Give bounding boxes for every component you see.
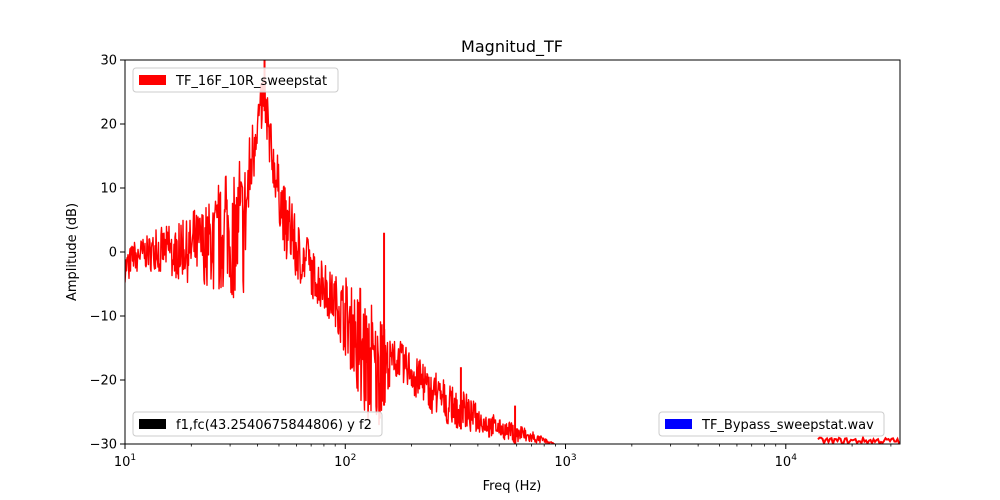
- legend-group: TF_16F_10R_sweepstat f1,fc(43.25406758448…: [132, 67, 885, 437]
- y-axis-label: Amplitude (dB): [65, 203, 80, 301]
- legend-label: TF_16F_10R_sweepstat: [175, 74, 327, 89]
- legend-swatch: [139, 75, 166, 85]
- x-tick-label: 103: [554, 453, 576, 470]
- y-tick-label: −30: [90, 438, 117, 453]
- legend-box: [658, 411, 885, 437]
- x-axis-label: Freq (Hz): [483, 479, 542, 494]
- y-axis: 30 20 10 0 −10 −20 −30: [90, 54, 125, 453]
- y-tick-label: 0: [109, 246, 117, 261]
- legend-lower-right: TF_Bypass_sweepstat.wav: [658, 411, 885, 437]
- series-high-freq-band: [817, 434, 900, 444]
- y-tick-label: 20: [100, 118, 117, 133]
- x-axis: 101 102 103 104: [114, 444, 892, 470]
- legend-box: [132, 411, 383, 437]
- x-tick-label: 104: [775, 453, 798, 470]
- legend-swatch: [665, 419, 692, 429]
- legend-lower-left: f1,fc(43.2540675844806) y f2: [132, 411, 383, 437]
- legend-box: [132, 67, 339, 93]
- legend-upper-left: TF_16F_10R_sweepstat: [132, 67, 339, 93]
- legend-label: TF_Bypass_sweepstat.wav: [701, 418, 874, 433]
- y-tick-label: −20: [90, 374, 117, 389]
- y-tick-label: −10: [90, 310, 117, 325]
- legend-swatch: [139, 419, 166, 429]
- legend-label: f1,fc(43.2540675844806) y f2: [176, 418, 372, 433]
- x-tick-label: 102: [334, 453, 356, 470]
- x-tick-label: 101: [114, 453, 136, 470]
- series-line: [125, 81, 556, 444]
- y-tick-label: 30: [100, 54, 117, 69]
- chart-title: Magnitud_TF: [461, 37, 563, 57]
- y-tick-label: 10: [100, 182, 117, 197]
